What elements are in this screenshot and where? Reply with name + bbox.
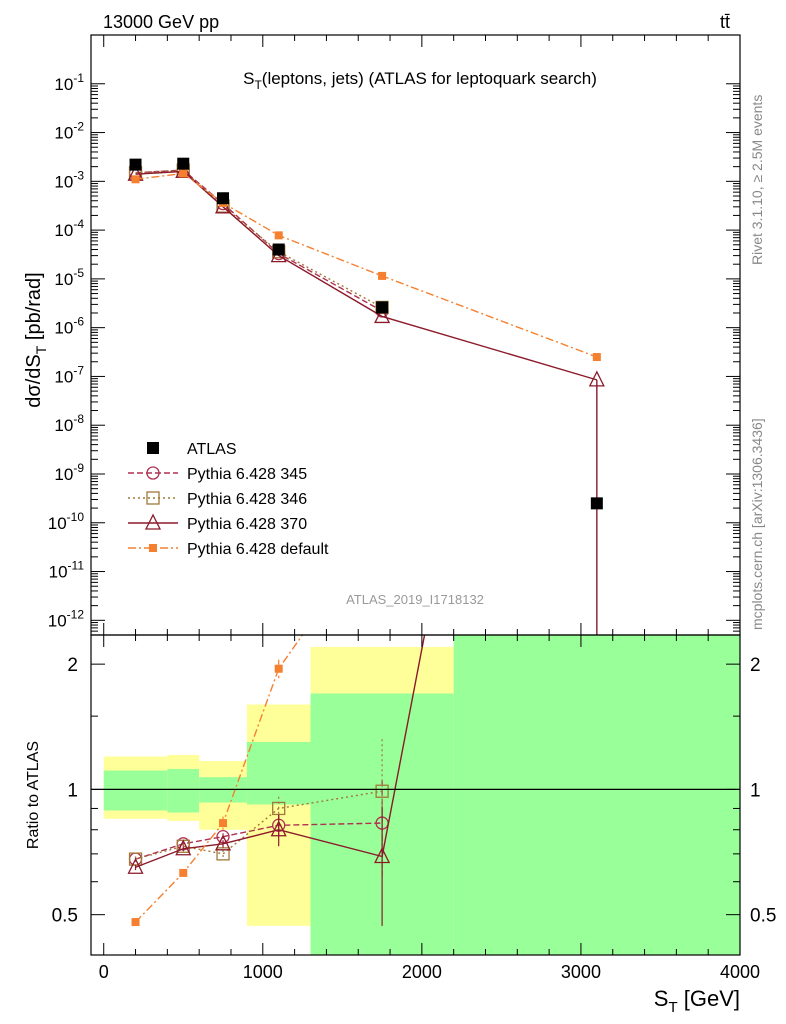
series-marker — [274, 231, 283, 240]
ratio-marker — [175, 839, 192, 856]
ratio-marker — [378, 518, 386, 526]
atlas-data-point — [272, 243, 285, 256]
legend-marker — [144, 513, 162, 530]
y-tick-label: 10-5 — [54, 266, 84, 289]
legend-marker — [147, 442, 159, 454]
y-tick-label: 10-8 — [54, 412, 84, 435]
x-tick-label: 0 — [99, 962, 109, 982]
legend-label: ATLAS — [187, 441, 237, 458]
legend-label: Pythia 6.428 345 — [187, 466, 307, 483]
axes: 0 1000 2000 3000 4000 10-1 10-2 10-3 10-4 10-5 10-… — [48, 35, 776, 982]
ratio-marker — [219, 819, 228, 828]
y-axis-label-ratio: Ratio to ATLAS — [25, 741, 42, 849]
ratio-marker — [272, 801, 286, 816]
watermark: ATLAS_2019_I1718132 — [346, 592, 484, 607]
ratio-marker — [274, 664, 283, 673]
ratio-marker — [216, 847, 230, 861]
x-tick-label: 4000 — [720, 962, 760, 982]
legend-label: Pythia 6.428 default — [187, 541, 329, 558]
y-tick-label: 10-9 — [54, 461, 84, 484]
y-tick-label: 10-3 — [54, 168, 84, 191]
atlas-data-point — [376, 301, 389, 314]
ratio-line — [135, 635, 304, 923]
ratio-tick-label-right: 2 — [750, 655, 761, 676]
ratio-marker — [214, 834, 232, 851]
y-tick-label: 10-11 — [49, 559, 85, 582]
band-inner — [453, 635, 740, 955]
energy-label: 13000 GeV pp — [103, 12, 219, 32]
ratio-tick-label-left: 0.5 — [52, 906, 78, 927]
legend: ATLAS Pythia 6.428 345 Pythia 6.428 346 Pyt… — [128, 441, 329, 558]
ratio-plot-area — [127, 518, 426, 927]
ratio-marker — [375, 784, 389, 798]
atlas-data-point — [177, 157, 190, 170]
legend-marker — [146, 466, 160, 480]
atlas-data-point — [590, 497, 603, 510]
y-tick-label: 10-4 — [54, 217, 84, 240]
legend-label: Pythia 6.428 346 — [187, 491, 307, 508]
series-marker — [374, 306, 391, 324]
series-marker — [131, 175, 140, 184]
plot-title: ST(leptons, jets) (ATLAS for leptoquark … — [243, 69, 597, 92]
rivet-label: Rivet 3.1.10, ≥ 2.5M events — [749, 95, 765, 265]
ratio-frame — [90, 634, 741, 956]
y-tick-label: 10-6 — [54, 315, 84, 338]
process-label: tt̄ — [720, 12, 730, 32]
ratio-line — [135, 635, 426, 868]
ratio-marker — [127, 857, 144, 874]
y-tick-label: 10-2 — [54, 120, 84, 143]
ratio-marker — [131, 918, 140, 927]
ratio-tick-label-right: 1 — [750, 780, 761, 801]
series-line — [135, 169, 383, 312]
series-marker — [592, 353, 601, 362]
band-inner — [246, 741, 311, 805]
x-tick-label: 3000 — [561, 962, 601, 982]
series-line — [135, 172, 598, 358]
ratio-marker — [374, 847, 391, 864]
ratio-tick-label-left: 2 — [67, 655, 78, 676]
legend-label: Pythia 6.428 370 — [187, 516, 307, 533]
ratio-line — [135, 790, 383, 860]
atlas-data-point — [217, 192, 230, 205]
atlas-data-point — [129, 158, 142, 171]
series-marker — [179, 169, 188, 178]
ratio-tick-label-right: 0.5 — [750, 906, 776, 927]
x-tick-label: 2000 — [402, 962, 442, 982]
y-tick-label: 10-10 — [48, 510, 85, 533]
ratio-marker — [270, 820, 287, 837]
y-tick-label: 10-7 — [54, 363, 84, 386]
series-marker — [378, 271, 387, 280]
ratio-uncertainty-bands — [103, 635, 740, 955]
y-tick-label: 10-1 — [54, 71, 84, 94]
legend-marker — [146, 491, 160, 505]
series-line — [135, 170, 598, 381]
main-plot-area — [127, 157, 605, 635]
ratio-marker — [179, 868, 188, 877]
band-inner — [167, 768, 200, 813]
ratio-tick-label-left: 1 — [67, 780, 78, 801]
band-inner — [103, 770, 168, 811]
mcplots-label: mcplots.cern.ch [arXiv:1306.3436] — [749, 418, 765, 630]
x-tick-label: 1000 — [243, 962, 283, 982]
y-axis-label-main: dσ/dST [pb/rad] — [23, 272, 49, 407]
y-tick-label: 10-12 — [48, 607, 85, 630]
legend-marker — [149, 544, 157, 552]
x-axis-label: ST [GeV] — [654, 986, 740, 1016]
